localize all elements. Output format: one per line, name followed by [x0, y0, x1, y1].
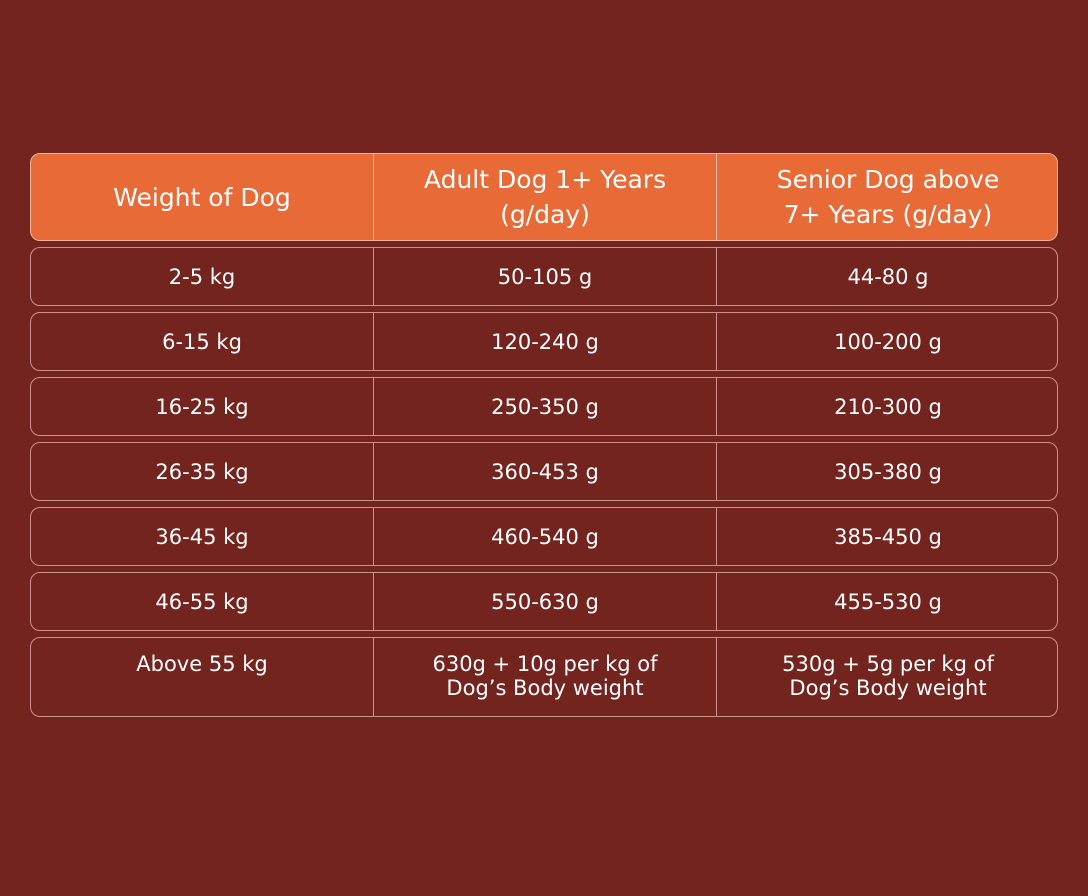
feeding-table: Weight of Dog Adult Dog 1+ Years (g/day)…	[30, 153, 1058, 717]
header-weight: Weight of Dog	[31, 154, 373, 240]
cell-weight: Above 55 kg	[136, 652, 268, 676]
table-row: 36-45 kg 460-540 g 385-450 g	[30, 507, 1058, 566]
cell-senior: 530g + 5g per kg of Dog’s Body weight	[716, 638, 1059, 716]
header-adult-label: Adult Dog 1+ Years (g/day)	[424, 162, 666, 232]
cell-senior: 455-530 g	[716, 573, 1059, 630]
table-row: 2-5 kg 50-105 g 44-80 g	[30, 247, 1058, 306]
table-row: 46-55 kg 550-630 g 455-530 g	[30, 572, 1058, 631]
cell-weight: 2-5 kg	[168, 264, 236, 289]
cell-weight: 46-55 kg	[155, 589, 249, 614]
table-header: Weight of Dog Adult Dog 1+ Years (g/day)…	[30, 153, 1058, 241]
cell-senior-line2: Dog’s Body weight	[789, 676, 987, 700]
cell-senior-text: 530g + 5g per kg of Dog’s Body weight	[782, 652, 994, 700]
header-adult-line1: Adult Dog 1+ Years	[423, 165, 667, 194]
header-senior-line2: 7+ Years (g/day)	[783, 200, 993, 229]
table-row: 16-25 kg 250-350 g 210-300 g	[30, 377, 1058, 436]
table-row: Above 55 kg 630g + 10g per kg of Dog’s B…	[30, 637, 1058, 717]
cell-senior: 44-80 g	[716, 248, 1059, 305]
cell-senior: 385-450 g	[716, 508, 1059, 565]
cell-adult: 630g + 10g per kg of Dog’s Body weight	[373, 638, 716, 716]
table-row: 6-15 kg 120-240 g 100-200 g	[30, 312, 1058, 371]
cell-senior-line1: 530g + 5g per kg of	[782, 652, 994, 676]
header-weight-label: Weight of Dog	[113, 182, 291, 212]
cell-adult-line1: 630g + 10g per kg of	[432, 652, 658, 676]
header-senior-label: Senior Dog above 7+ Years (g/day)	[777, 162, 1000, 232]
cell-senior: 305-380 g	[716, 443, 1059, 500]
table-row: 26-35 kg 360-453 g 305-380 g	[30, 442, 1058, 501]
cell-weight: 6-15 kg	[162, 329, 242, 354]
header-adult: Adult Dog 1+ Years (g/day)	[373, 154, 716, 240]
header-adult-line2: (g/day)	[500, 200, 590, 229]
cell-adult: 360-453 g	[373, 443, 716, 500]
cell-senior: 210-300 g	[716, 378, 1059, 435]
cell-senior: 100-200 g	[716, 313, 1059, 370]
cell-adult: 50-105 g	[373, 248, 716, 305]
cell-adult: 460-540 g	[373, 508, 716, 565]
cell-weight: 16-25 kg	[155, 394, 249, 419]
cell-weight: 26-35 kg	[155, 459, 249, 484]
cell-weight: 36-45 kg	[155, 524, 249, 549]
header-senior-line1: Senior Dog above	[776, 165, 1000, 194]
cell-adult: 120-240 g	[373, 313, 716, 370]
cell-adult: 250-350 g	[373, 378, 716, 435]
header-senior: Senior Dog above 7+ Years (g/day)	[716, 154, 1057, 240]
cell-adult: 550-630 g	[373, 573, 716, 630]
cell-adult-text: 630g + 10g per kg of Dog’s Body weight	[432, 652, 657, 700]
cell-adult-line2: Dog’s Body weight	[446, 676, 644, 700]
